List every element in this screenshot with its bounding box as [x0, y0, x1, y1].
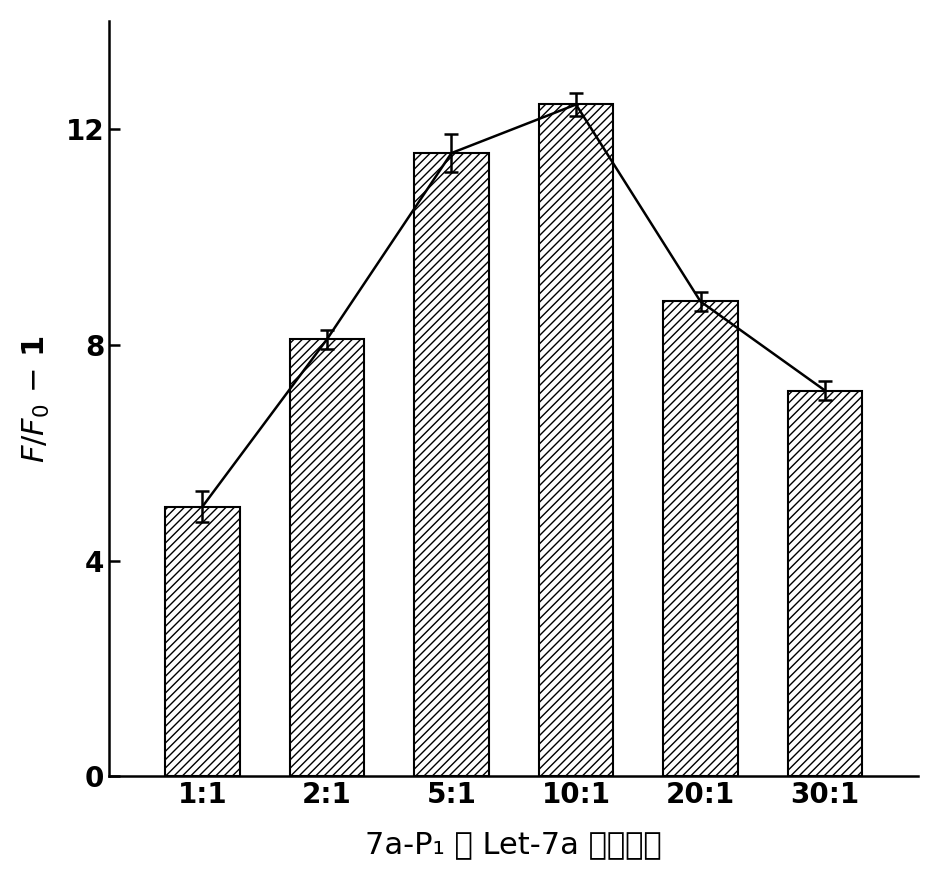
Bar: [165, 507, 239, 776]
Bar: [289, 340, 364, 776]
Bar: [414, 153, 489, 776]
Y-axis label: $F/F_0$ $-$ 1: $F/F_0$ $-$ 1: [21, 334, 52, 463]
Bar: [663, 302, 738, 776]
X-axis label: 7a-P₁ 与 Let-7a 的浓度比: 7a-P₁ 与 Let-7a 的浓度比: [365, 830, 662, 859]
Bar: [539, 105, 613, 776]
Bar: [788, 391, 862, 776]
